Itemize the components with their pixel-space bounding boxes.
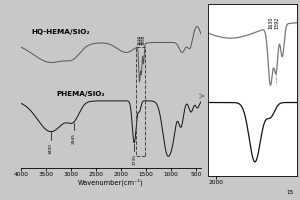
Text: 15: 15 <box>286 190 293 195</box>
X-axis label: Wavenumber(cm⁻¹): Wavenumber(cm⁻¹) <box>78 179 144 186</box>
Text: 1592: 1592 <box>274 17 279 29</box>
Text: 1550: 1550 <box>142 35 146 45</box>
Text: 1630: 1630 <box>268 17 273 29</box>
Text: PHEMA/SiO₂: PHEMA/SiO₂ <box>57 91 105 97</box>
Text: 1592: 1592 <box>140 35 144 45</box>
Text: 1735: 1735 <box>132 154 136 165</box>
Text: 1630: 1630 <box>138 35 142 45</box>
Text: 3400: 3400 <box>49 143 53 154</box>
Text: HQ-HEMA/SiO₂: HQ-HEMA/SiO₂ <box>32 29 90 35</box>
Text: 2945: 2945 <box>72 133 76 144</box>
Bar <box>136 47 145 156</box>
